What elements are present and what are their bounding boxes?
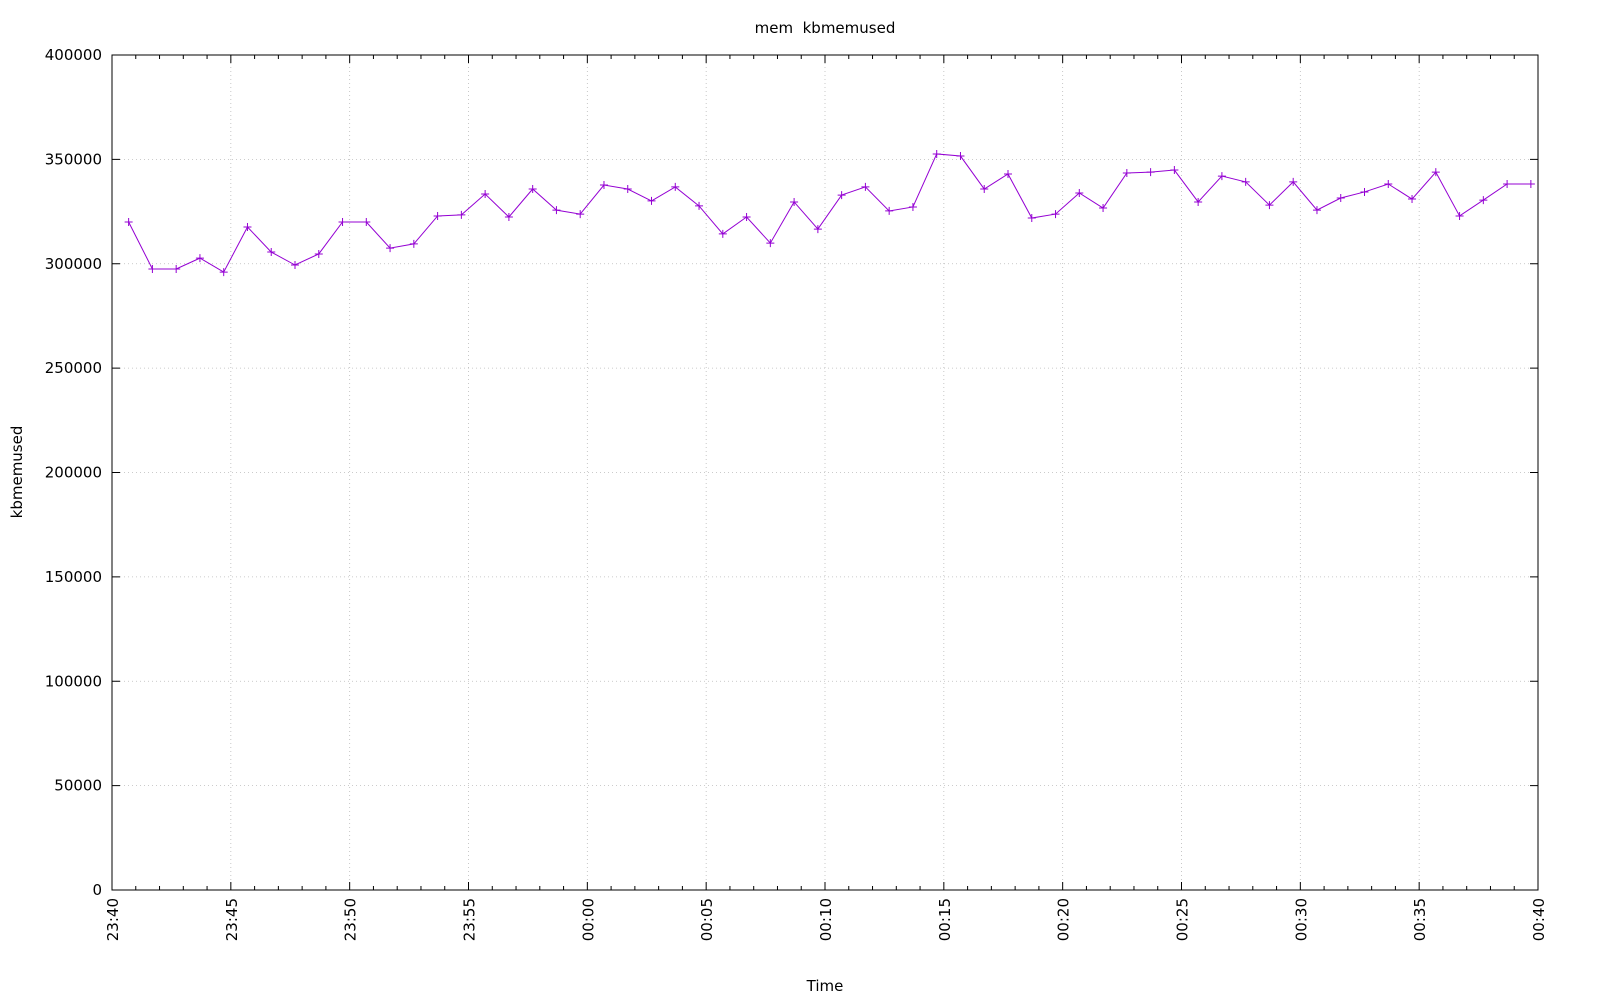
y-tick-label: 350000 (45, 150, 102, 168)
point-marker (1526, 180, 1535, 189)
point-marker (1051, 210, 1060, 219)
point-marker (1336, 193, 1345, 202)
point-marker (766, 239, 775, 248)
point-marker (790, 197, 799, 206)
x-tick-label: 00:05 (698, 898, 716, 941)
point-marker (980, 185, 989, 194)
point-marker (195, 254, 204, 263)
x-tick-label: 00:00 (579, 898, 597, 941)
x-tick-label: 00:25 (1174, 898, 1192, 941)
point-marker (1360, 187, 1369, 196)
x-tick-label: 00:20 (1055, 898, 1073, 941)
y-tick-label: 300000 (45, 255, 102, 273)
x-tick-label: 00:30 (1292, 898, 1310, 941)
point-marker (148, 264, 157, 273)
y-tick-label: 50000 (54, 777, 102, 795)
y-axis-title: kbmemused (8, 426, 26, 519)
x-axis-title: Time (806, 977, 844, 995)
point-marker (552, 206, 561, 215)
y-tick-label: 400000 (45, 46, 102, 64)
y-tick-label: 150000 (45, 568, 102, 586)
point-marker (124, 218, 133, 226)
x-tick-label: 00:35 (1411, 898, 1429, 941)
point-marker (362, 218, 371, 226)
point-marker (742, 212, 751, 221)
point-marker (219, 268, 228, 277)
point-marker (1027, 214, 1036, 223)
point-marker (409, 239, 418, 248)
point-marker (291, 261, 300, 270)
y-tick-label: 200000 (45, 464, 102, 482)
point-marker (1075, 188, 1084, 197)
y-tick-label: 0 (92, 881, 102, 899)
point-marker (695, 201, 704, 210)
point-marker (314, 249, 323, 258)
point-marker (599, 181, 608, 190)
point-marker (908, 202, 917, 211)
point-marker (671, 182, 680, 191)
x-tick-label: 23:50 (342, 898, 360, 941)
y-tick-label: 250000 (45, 359, 102, 377)
point-marker (433, 211, 442, 220)
point-marker (481, 190, 490, 199)
point-marker (837, 191, 846, 200)
x-tick-label: 00:10 (817, 898, 835, 941)
x-tick-label: 23:40 (104, 898, 122, 941)
point-marker (457, 210, 466, 219)
point-marker (623, 185, 632, 194)
point-marker (1217, 172, 1226, 181)
x-tick-label: 23:55 (461, 898, 479, 941)
point-marker (243, 223, 252, 232)
point-marker (338, 218, 347, 226)
y-tick-label: 100000 (45, 672, 102, 690)
point-marker (504, 212, 513, 221)
point-marker (1122, 168, 1131, 177)
point-marker (1455, 211, 1464, 220)
point-marker (1289, 177, 1298, 186)
plot: 0 50000 100000 150000 200000 250000 300000 3500… (45, 46, 1548, 941)
chart-title: mem kbmemused (755, 19, 896, 37)
point-marker (718, 229, 727, 238)
point-marker (1004, 169, 1012, 178)
point-marker (1384, 180, 1393, 189)
point-marker (1431, 168, 1440, 177)
point-marker (1099, 204, 1108, 213)
point-marker (1146, 168, 1155, 177)
point-marker (528, 185, 537, 194)
x-tick-label: 00:15 (936, 898, 954, 941)
point-marker (885, 206, 894, 215)
point-marker (1479, 196, 1488, 205)
point-marker (932, 149, 941, 158)
point-marker (576, 210, 585, 219)
point-marker (861, 182, 870, 191)
point-marker (386, 244, 395, 253)
point-marker (1194, 197, 1203, 206)
point-marker (813, 225, 822, 234)
x-tick-label: 00:40 (1530, 898, 1548, 941)
point-marker (1170, 166, 1179, 175)
point-marker (956, 152, 965, 161)
point-marker (1312, 206, 1321, 215)
plot-border (111, 54, 1539, 891)
point-marker (172, 264, 181, 273)
point-marker (1265, 201, 1274, 210)
point-marker (1241, 177, 1250, 186)
point-marker (267, 248, 276, 257)
point-marker (1503, 180, 1512, 189)
x-tick-label: 23:45 (223, 898, 241, 941)
point-marker (647, 196, 656, 205)
point-marker (1408, 195, 1417, 204)
